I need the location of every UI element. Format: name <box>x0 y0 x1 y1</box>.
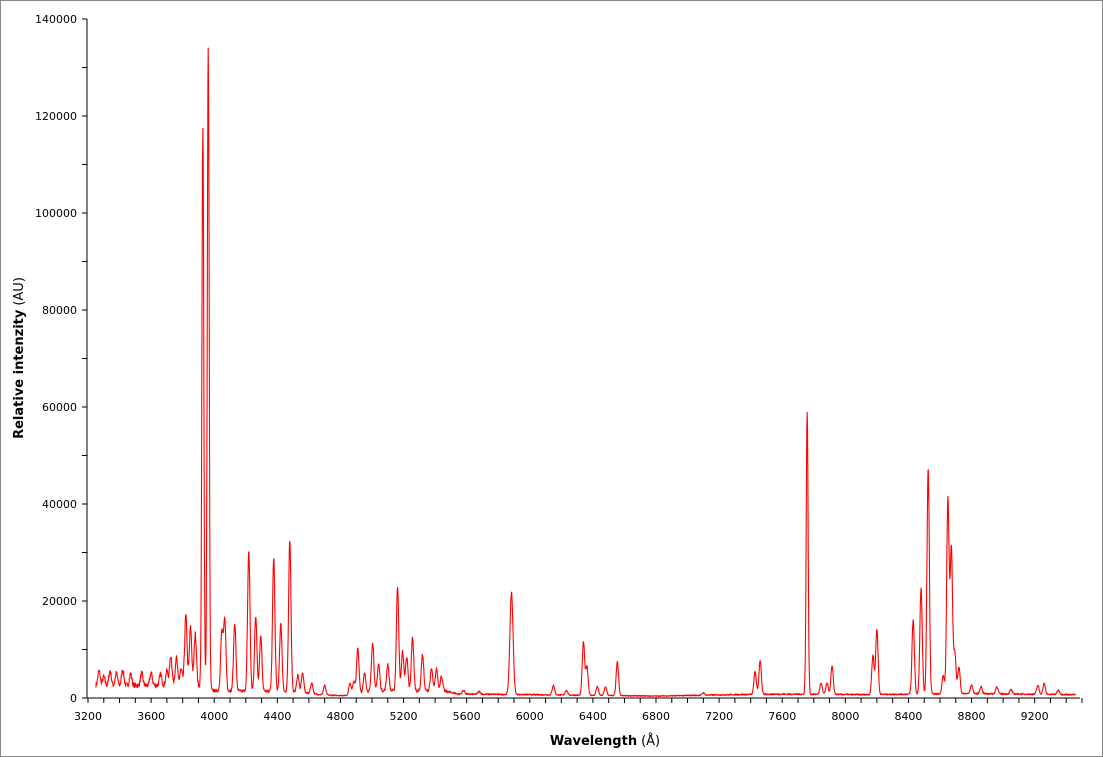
x-tick-label: 6000 <box>516 710 544 723</box>
y-tick-label: 0 <box>70 692 77 705</box>
y-axis-title: Relative intenzity (AU) <box>12 277 27 439</box>
x-tick-label: 4000 <box>200 710 228 723</box>
y-tick-label: 120000 <box>35 110 77 123</box>
x-tick-label: 3200 <box>74 710 102 723</box>
x-tick-label: 8800 <box>958 710 986 723</box>
x-tick-label: 7600 <box>768 710 796 723</box>
x-axis-unit: (Å) <box>641 733 660 749</box>
x-tick-label: 4400 <box>263 710 291 723</box>
y-axis-unit: (AU) <box>12 277 27 306</box>
x-tick-label: 8000 <box>831 710 859 723</box>
axis-ticks: 0 20000 40000 60000 80000 100000 120000 140000 3… <box>35 13 1083 723</box>
x-tick-label: 6400 <box>579 710 607 723</box>
x-tick-label: 7200 <box>705 710 733 723</box>
x-tick-label: 8400 <box>894 710 922 723</box>
x-tick-label: 3600 <box>137 710 165 723</box>
series-line <box>95 47 1077 697</box>
x-axis-title: Wavelength (Å) <box>550 733 660 749</box>
y-tick-label: 20000 <box>42 595 77 608</box>
x-tick-label: 4800 <box>326 710 354 723</box>
x-tick-label: 9200 <box>1021 710 1049 723</box>
x-tick-label: 6800 <box>642 710 670 723</box>
x-tick-label: 5200 <box>390 710 418 723</box>
y-tick-label: 80000 <box>42 304 77 317</box>
y-tick-label: 60000 <box>42 401 77 414</box>
y-tick-label: 140000 <box>35 13 77 26</box>
y-tick-label: 100000 <box>35 207 77 220</box>
y-tick-label: 40000 <box>42 498 77 511</box>
y-axis-label: Relative intenzity <box>12 309 27 439</box>
x-tick-label: 5600 <box>453 710 481 723</box>
x-axis-label: Wavelength <box>550 734 637 749</box>
